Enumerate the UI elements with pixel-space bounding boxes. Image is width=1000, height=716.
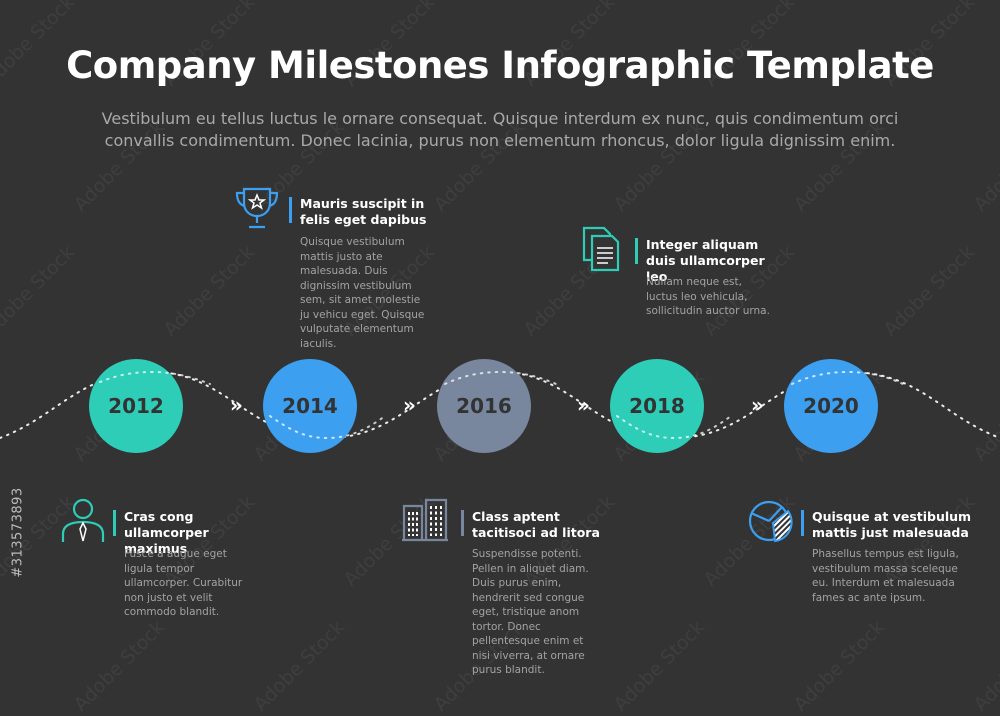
- milestone-2020: Quisque at vestibulum mattis just malesu…: [746, 496, 986, 606]
- milestone-text: Fusce a augue eget ligula tempor ullamco…: [124, 548, 243, 618]
- chevron-right-icon: »: [403, 393, 416, 417]
- milestone-heading: Class aptent tacitisoci ad litora: [472, 509, 600, 540]
- year-circle-2016: 2016: [437, 359, 531, 453]
- milestone-2012: Cras cong ullamcorper maximus Fusce a au…: [58, 496, 268, 618]
- milestone-heading: Cras cong ullamcorper maximus: [124, 509, 209, 556]
- page-subtitle: Vestibulum eu tellus luctus le ornare co…: [101, 109, 899, 150]
- chevron-right-icon: »: [751, 393, 764, 417]
- stock-id-label: #313573893: [7, 430, 29, 635]
- year-circle-2020: 2020: [784, 359, 878, 453]
- person-icon: [61, 498, 105, 542]
- year-label: 2018: [629, 394, 685, 418]
- trophy-icon: [235, 187, 279, 229]
- chevron-right-icon: »: [577, 393, 590, 417]
- milestone-heading: Quisque at vestibulum mattis just malesu…: [812, 509, 972, 540]
- accent-bar: [801, 510, 804, 536]
- milestone-heading: Mauris suscipit in felis eget dapibus: [300, 196, 427, 227]
- milestone-text: Suspendisse potenti. Pellen in aliquet d…: [472, 548, 589, 676]
- year-label: 2012: [108, 394, 164, 418]
- timeline-wave-overlay: [99, 370, 904, 440]
- buildings-icon: [402, 498, 448, 542]
- milestone-text: Quisque vestibulum mattis justo ate male…: [300, 236, 425, 350]
- accent-bar: [461, 510, 464, 536]
- milestone-2018: Integer aliquam duis ullamcorper leo Nul…: [580, 224, 780, 324]
- chevron-right-icon: »: [230, 393, 243, 417]
- pie-chart-icon: [748, 500, 793, 543]
- year-label: 2014: [282, 394, 338, 418]
- year-circle-2012: 2012: [89, 359, 183, 453]
- page-title: Company Milestones Infographic Template: [66, 44, 934, 87]
- year-label: 2016: [456, 394, 512, 418]
- stock-id-text: #313573893: [10, 487, 26, 578]
- milestone-text: Nullam neque est, luctus leo vehicula, s…: [646, 276, 770, 317]
- milestone-2014: Mauris suscipit in felis eget dapibus Qu…: [232, 183, 432, 350]
- accent-bar: [113, 510, 116, 536]
- milestone-heading: Integer aliquam duis ullamcorper leo: [646, 237, 765, 284]
- accent-bar: [289, 197, 292, 223]
- accent-bar: [635, 238, 638, 264]
- milestone-text: Phasellus tempus est ligula, vestibulum …: [812, 548, 959, 604]
- year-label: 2020: [803, 394, 859, 418]
- documents-icon: [582, 226, 620, 272]
- milestone-2016: Class aptent tacitisoci ad litora Suspen…: [400, 496, 610, 676]
